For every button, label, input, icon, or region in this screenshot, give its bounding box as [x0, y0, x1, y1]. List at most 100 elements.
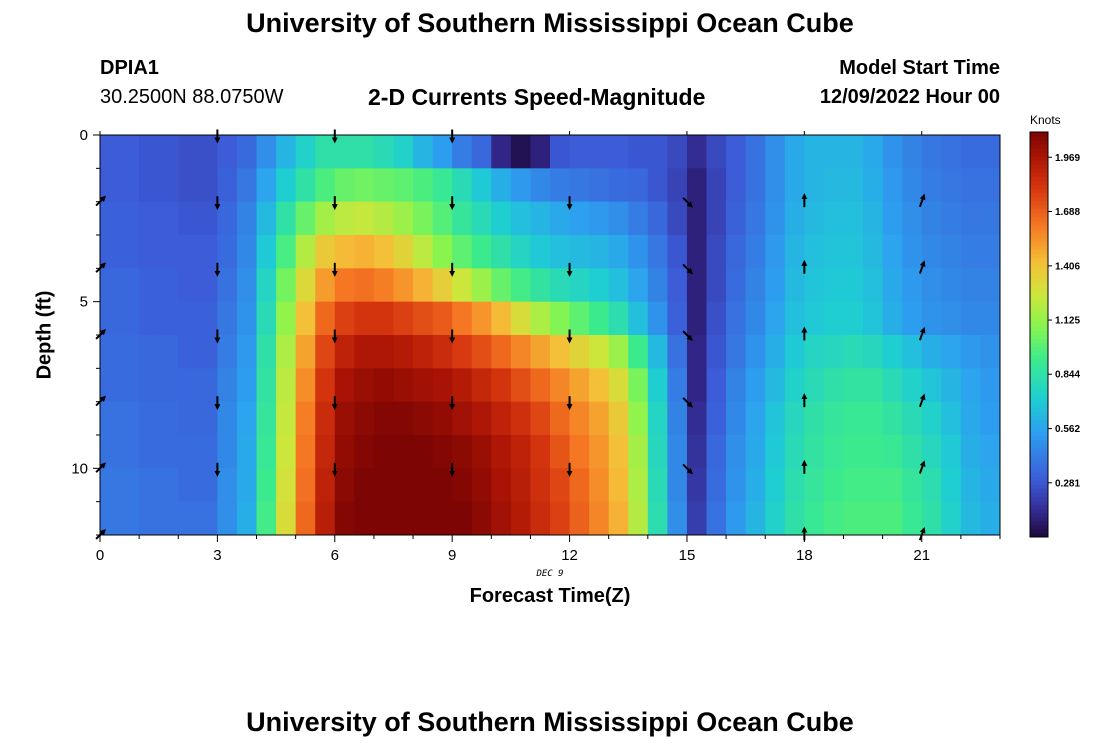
colorbar-unit-label: Knots — [1030, 113, 1061, 127]
colorbar-segment — [1030, 160, 1048, 165]
heatmap-cell — [882, 268, 903, 303]
colorbar-segment — [1030, 524, 1048, 530]
heatmap-cell — [530, 501, 551, 536]
heatmap-cell — [589, 435, 610, 469]
heatmap-cell — [139, 401, 160, 436]
heatmap-cell — [628, 501, 649, 536]
heatmap-cell — [784, 168, 805, 203]
heatmap-cell — [706, 301, 727, 336]
heatmap-cell — [295, 435, 316, 469]
heatmap-cell — [217, 401, 238, 436]
heatmap-cell — [295, 301, 316, 336]
colorbar-segment — [1030, 496, 1048, 502]
heatmap-cell — [941, 235, 962, 269]
heatmap-cell — [432, 135, 453, 169]
colorbar-segment — [1030, 172, 1048, 178]
heatmap-cell — [726, 135, 747, 169]
colorbar-segment — [1030, 350, 1048, 356]
heatmap-cell — [315, 268, 336, 303]
heatmap-cell — [158, 301, 179, 336]
heatmap-cell — [432, 335, 453, 369]
heatmap-cell — [823, 201, 844, 236]
heatmap-cell — [334, 335, 355, 369]
heatmap-cell — [158, 168, 179, 203]
heatmap-cell — [197, 135, 218, 169]
heatmap-cell — [902, 268, 923, 303]
heatmap-cell — [882, 468, 903, 503]
heatmap-cell — [647, 401, 668, 436]
heatmap-cell — [158, 435, 179, 469]
heatmap-cell — [432, 501, 453, 536]
colorbar-segment — [1030, 273, 1048, 279]
heatmap-cell — [686, 268, 708, 303]
heatmap-cell — [686, 168, 708, 203]
y-tick-label: 0 — [80, 127, 88, 144]
heatmap-cell — [510, 268, 531, 303]
heatmap-cell — [941, 301, 962, 336]
heatmap-cell — [236, 401, 258, 436]
heatmap-cell — [510, 468, 531, 503]
heatmap-cell — [197, 235, 218, 269]
heatmap-cell — [100, 235, 121, 269]
heatmap-cell — [139, 135, 160, 169]
heatmap-cell — [119, 468, 140, 503]
heatmap-cell — [608, 135, 629, 169]
heatmap-cell — [804, 368, 825, 403]
heatmap-cell — [823, 401, 844, 436]
heatmap-cell — [217, 335, 238, 369]
heatmap-cell — [902, 301, 923, 336]
heatmap-cell — [863, 335, 884, 369]
heatmap-cell — [647, 368, 668, 403]
colorbar-segment — [1030, 460, 1048, 465]
colorbar-segment — [1030, 443, 1048, 449]
heatmap-cell — [980, 501, 1001, 536]
heatmap-cell — [217, 201, 238, 236]
heatmap-cell — [941, 468, 962, 503]
heatmap-cell — [530, 368, 551, 403]
heatmap-cell — [491, 301, 512, 336]
heatmap-cell — [471, 268, 492, 303]
heatmap-cell — [882, 368, 903, 403]
heatmap-cell — [647, 201, 668, 236]
heatmap-cell — [471, 401, 492, 436]
heatmap-cell — [667, 501, 688, 536]
colorbar-segment — [1030, 395, 1048, 400]
colorbar-segment — [1030, 391, 1048, 396]
heatmap-cell — [882, 168, 903, 203]
heatmap-cell — [315, 435, 336, 469]
heatmap-cell — [960, 468, 981, 503]
heatmap-cell — [100, 201, 121, 236]
heatmap-cell — [432, 201, 453, 236]
colorbar-segment — [1030, 435, 1048, 441]
heatmap-cell — [530, 201, 551, 236]
heatmap-cell — [550, 268, 571, 303]
colorbar-segment — [1030, 314, 1048, 319]
heatmap-cell — [413, 168, 434, 203]
heatmap-cell — [471, 468, 492, 503]
heatmap-cell — [373, 335, 394, 369]
heatmap-cell — [491, 268, 512, 303]
heatmap-cell — [510, 501, 531, 536]
heatmap-cell — [256, 335, 277, 369]
x-tick-label: 21 — [913, 547, 930, 564]
heatmap-cell — [334, 501, 355, 536]
colorbar-segment — [1030, 346, 1048, 352]
heatmap-cell — [510, 335, 531, 369]
colorbar-segment — [1030, 249, 1048, 254]
heatmap-cell — [139, 235, 160, 269]
heatmap-cell — [882, 301, 903, 336]
heatmap-cell — [745, 501, 766, 536]
heatmap-cell — [334, 168, 355, 203]
heatmap-cell — [882, 335, 903, 369]
heatmap-cell — [647, 301, 668, 336]
heatmap-cell — [589, 501, 610, 536]
heatmap-cell — [569, 401, 590, 436]
heatmap-cell — [217, 168, 238, 203]
colorbar-segment — [1030, 310, 1048, 315]
station-id: DPIA1 — [100, 57, 159, 79]
heatmap-cell — [432, 468, 453, 503]
x-tick-label: 9 — [448, 547, 456, 564]
heatmap-cell — [432, 368, 453, 403]
heatmap-cell — [706, 135, 727, 169]
heatmap-cell — [530, 335, 551, 369]
